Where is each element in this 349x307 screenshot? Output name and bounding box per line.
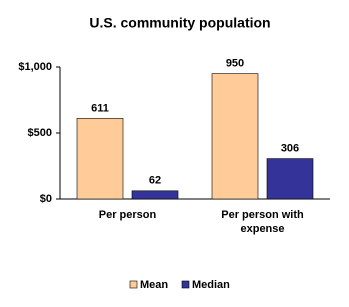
data-label: 611: [91, 102, 109, 114]
bar: [211, 73, 259, 200]
data-label: 306: [281, 143, 299, 155]
y-tick-label: $500: [28, 127, 52, 139]
y-tick-label: $0: [40, 193, 52, 205]
x-tick-label: Per person with expense: [221, 209, 304, 235]
x-tick-label: Per person: [98, 209, 157, 221]
chart-title: U.S. community population: [89, 15, 270, 31]
legend-swatch: [129, 280, 138, 289]
y-tick-label: $1,000: [18, 61, 52, 73]
legend-label: Mean: [140, 279, 168, 291]
data-label: 950: [226, 58, 244, 70]
bar: [131, 190, 179, 200]
bar: [76, 118, 124, 200]
data-label: 62: [149, 175, 161, 187]
bar: [266, 158, 314, 200]
legend-swatch: [181, 280, 190, 289]
legend-label: Median: [192, 279, 230, 291]
